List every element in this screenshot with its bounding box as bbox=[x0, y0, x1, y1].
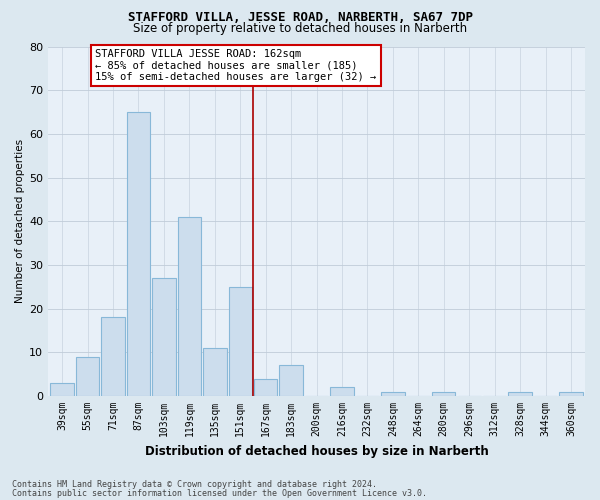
Bar bbox=[508, 392, 532, 396]
Bar bbox=[152, 278, 176, 396]
Bar bbox=[432, 392, 455, 396]
Bar bbox=[127, 112, 150, 396]
Bar bbox=[50, 383, 74, 396]
Text: Size of property relative to detached houses in Narberth: Size of property relative to detached ho… bbox=[133, 22, 467, 35]
Text: STAFFORD VILLA JESSE ROAD: 162sqm
← 85% of detached houses are smaller (185)
15%: STAFFORD VILLA JESSE ROAD: 162sqm ← 85% … bbox=[95, 48, 376, 82]
Bar bbox=[76, 356, 99, 396]
Text: Contains public sector information licensed under the Open Government Licence v3: Contains public sector information licen… bbox=[12, 488, 427, 498]
X-axis label: Distribution of detached houses by size in Narberth: Distribution of detached houses by size … bbox=[145, 444, 488, 458]
Bar bbox=[229, 287, 252, 396]
Bar bbox=[203, 348, 227, 396]
Bar bbox=[559, 392, 583, 396]
Bar bbox=[254, 378, 277, 396]
Text: Contains HM Land Registry data © Crown copyright and database right 2024.: Contains HM Land Registry data © Crown c… bbox=[12, 480, 377, 489]
Y-axis label: Number of detached properties: Number of detached properties bbox=[15, 139, 25, 304]
Bar bbox=[280, 366, 303, 396]
Bar bbox=[381, 392, 404, 396]
Bar bbox=[101, 318, 125, 396]
Text: STAFFORD VILLA, JESSE ROAD, NARBERTH, SA67 7DP: STAFFORD VILLA, JESSE ROAD, NARBERTH, SA… bbox=[128, 11, 473, 24]
Bar bbox=[178, 217, 201, 396]
Bar bbox=[331, 388, 354, 396]
